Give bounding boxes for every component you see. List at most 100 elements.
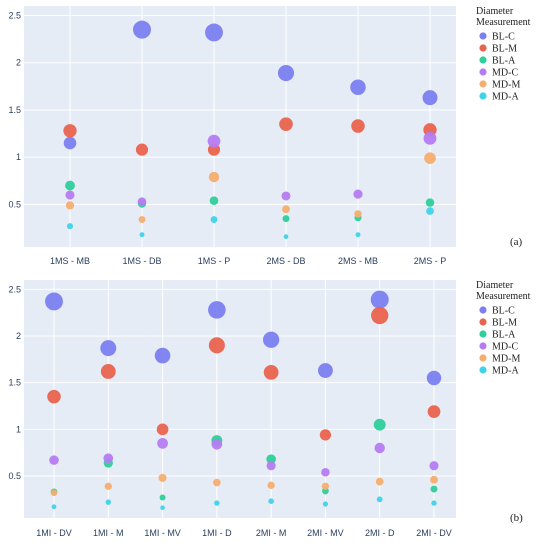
legend-marker-bl-m — [479, 44, 487, 52]
point-bl-a-1mi-mv — [159, 494, 166, 501]
x-tick-label: 1MI - MV — [144, 528, 181, 538]
point-bl-c-2ms-db — [277, 65, 295, 82]
x-tick-label: 2MI - M — [256, 528, 287, 538]
point-md-m-1ms-mb — [65, 201, 75, 210]
legend-marker-bl-c — [479, 32, 487, 40]
point-md-c-1ms-db — [137, 197, 147, 206]
point-md-a-1mi-m — [105, 499, 112, 505]
point-md-m-2ms-mb — [354, 210, 362, 218]
point-md-c-2mi-dv — [429, 461, 439, 471]
y-ticks-b: 0.5 1 1.5 2 2.5 — [8, 284, 21, 481]
x-tick-label: 2MI - MV — [307, 528, 344, 538]
point-md-a-1ms-db — [139, 232, 145, 238]
point-bl-c-2mi-m — [262, 331, 280, 348]
plot-area-b — [24, 280, 456, 518]
legend-marker-md-c — [479, 342, 487, 350]
point-md-a-2mi-m — [268, 498, 274, 504]
point-md-m-1mi-d — [213, 478, 221, 487]
point-bl-m-1ms-db — [135, 143, 149, 156]
legend-marker-md-m — [479, 354, 487, 362]
point-bl-c-1mi-dv — [45, 292, 63, 311]
legend-label-bl-a: BL-A — [492, 56, 516, 67]
point-md-c-2mi-d — [374, 442, 385, 454]
panel-label-a: (a) — [510, 236, 523, 248]
y-tick-label: 1.5 — [8, 378, 21, 388]
point-bl-m-2ms-mb — [351, 119, 365, 133]
point-md-m-1mi-dv — [50, 489, 58, 497]
point-bl-c-1ms-db — [133, 20, 151, 39]
point-md-c-2ms-mb — [353, 189, 363, 199]
y-tick-label: 0.5 — [8, 199, 21, 209]
legend-title-line: Measurement — [476, 17, 531, 28]
point-md-c-1mi-m — [103, 453, 114, 464]
x-tick-label: 2MI - DV — [416, 528, 452, 538]
legend-label-bl-m: BL-M — [492, 44, 517, 55]
point-bl-c-1mi-mv — [154, 347, 171, 364]
legend-label-md-m: MD-M — [492, 80, 520, 91]
legend-label-md-a: MD-A — [492, 92, 519, 103]
point-bl-c-1mi-d — [208, 301, 226, 319]
point-md-a-2mi-d — [376, 496, 383, 503]
x-tick-label: 1MI - D — [202, 528, 232, 538]
legend-marker-md-a — [479, 366, 487, 374]
point-md-a-1ms-mb — [66, 223, 74, 230]
point-bl-m-1ms-mb — [63, 124, 77, 138]
point-md-m-2ms-db — [282, 205, 290, 214]
point-md-c-1ms-p — [207, 134, 221, 148]
y-tick-label: 2 — [16, 58, 21, 68]
point-bl-a-2mi-dv — [430, 485, 438, 493]
point-bl-m-2mi-dv — [427, 405, 441, 418]
point-bl-a-2ms-p — [425, 198, 435, 207]
point-bl-a-2ms-db — [282, 215, 290, 223]
x-tick-label: 1MI - M — [93, 528, 124, 538]
point-md-m-1mi-m — [104, 482, 112, 490]
x-tick-label: 2MS - MB — [338, 256, 378, 266]
legend-marker-md-a — [479, 92, 487, 100]
legend-label-md-c: MD-C — [492, 68, 518, 79]
legend-label-bl-a: BL-A — [492, 330, 516, 341]
point-bl-c-2ms-mb — [350, 79, 366, 96]
x-tick-label: 2MS - DB — [266, 256, 305, 266]
legend-marker-md-m — [479, 80, 487, 88]
point-md-a-1mi-dv — [51, 504, 57, 510]
point-bl-a-1ms-p — [209, 196, 219, 206]
legend-title-line: Measurement — [476, 291, 531, 302]
legend-marker-md-c — [479, 68, 487, 76]
legend-title-line: Diameter — [476, 6, 514, 17]
legend-marker-bl-a — [479, 330, 487, 338]
legend-label-bl-m: BL-M — [492, 318, 517, 329]
point-bl-m-2mi-m — [263, 365, 279, 380]
point-bl-m-1mi-d — [208, 337, 225, 354]
x-ticks-b: 1MI - DV 1MI - M 1MI - MV 1MI - D 2MI - M 2MI… — [36, 528, 452, 538]
point-md-a-2ms-mb — [355, 232, 361, 238]
legend-label-md-c: MD-C — [492, 342, 518, 353]
x-tick-label: 1MS - P — [198, 256, 231, 266]
y-tick-label: 1 — [16, 424, 21, 434]
x-tick-label: 1MS - MB — [50, 256, 90, 266]
point-md-a-2ms-db — [283, 234, 289, 239]
points-b — [45, 290, 442, 511]
point-md-a-2mi-mv — [322, 501, 329, 507]
point-md-c-2mi-mv — [321, 467, 330, 477]
point-md-a-2ms-p — [426, 207, 434, 215]
panel-a: 0.5 1 1.5 2 2.5 1MS - MB 1MS - DB 1MS - P 2MS -… — [8, 6, 523, 266]
point-bl-c-1ms-mb — [63, 136, 77, 150]
x-ticks-a: 1MS - MB 1MS - DB 1MS - P 2MS - DB 2MS - MB 2… — [50, 256, 446, 266]
point-md-m-1ms-db — [138, 216, 146, 224]
point-md-c-1mi-dv — [49, 455, 59, 465]
point-md-c-1mi-d — [211, 438, 223, 450]
point-bl-c-1ms-p — [205, 23, 223, 42]
y-tick-label: 2.5 — [8, 10, 21, 20]
point-bl-c-2mi-mv — [317, 363, 333, 378]
panel-label-b: (b) — [510, 512, 523, 524]
point-md-c-1mi-mv — [157, 437, 168, 449]
panel-b: 0.511.522.5 1MI - DV 1MI - M 1MI - MV 1MI -… — [8, 280, 523, 538]
legend-marker-bl-c — [479, 306, 487, 314]
point-bl-c-2mi-dv — [426, 370, 442, 386]
point-bl-a-2mi-m — [266, 454, 276, 465]
point-bl-c-1mi-m — [100, 340, 117, 357]
point-md-c-2ms-p — [423, 131, 437, 145]
